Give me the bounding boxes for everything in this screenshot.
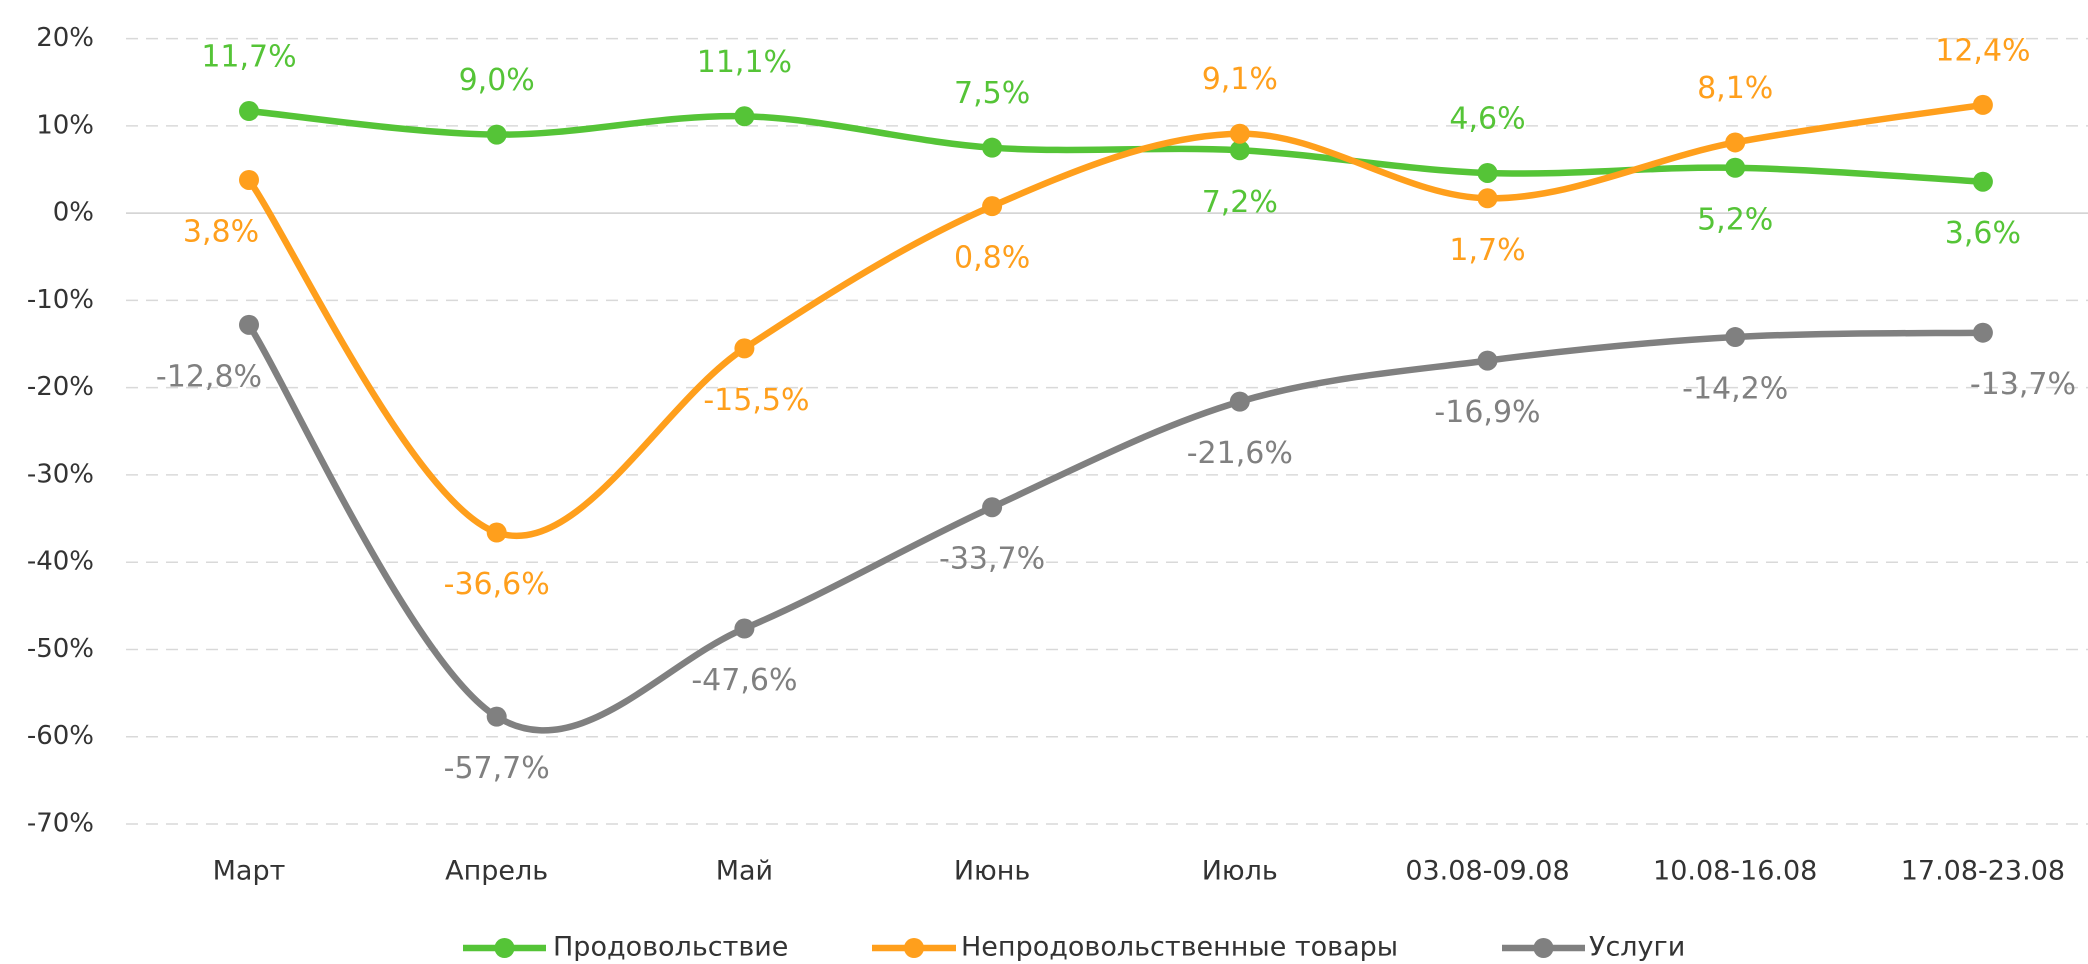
y-tick-label: -30% [27, 459, 94, 489]
data-label: 3,6% [1945, 216, 2021, 251]
x-tick-label: 17.08-23.08 [1901, 856, 2065, 887]
data-point [1229, 123, 1250, 144]
legend-label: Продовольствие [553, 932, 788, 963]
y-tick-label: -20% [27, 372, 94, 402]
data-label: 11,1% [697, 45, 792, 80]
data-point [239, 169, 259, 190]
data-point [1725, 157, 1746, 178]
y-tick-label: 0% [53, 198, 94, 228]
data-point [1477, 188, 1498, 209]
data-point [982, 137, 1003, 158]
data-point [734, 338, 755, 359]
y-tick-label: 10% [36, 110, 94, 140]
data-point [734, 106, 755, 127]
data-point [1229, 391, 1250, 412]
legend-marker [494, 938, 515, 958]
data-label: -21,6% [1187, 436, 1293, 471]
data-point [486, 124, 507, 145]
data-label: 7,2% [1202, 185, 1278, 220]
x-tick-label: Май [716, 856, 773, 887]
data-point [1477, 162, 1498, 183]
legend-marker [904, 938, 924, 958]
data-label: -33,7% [939, 542, 1045, 577]
x-tick-label: Март [213, 856, 286, 887]
x-tick-label: 03.08-09.08 [1405, 856, 1569, 887]
data-label: 7,5% [954, 76, 1030, 111]
data-label: 11,7% [201, 40, 296, 75]
legend-marker [1533, 938, 1554, 958]
data-label: 12,4% [1935, 33, 2030, 68]
data-label: 1,7% [1449, 233, 1525, 268]
y-tick-label: -60% [27, 721, 94, 751]
y-tick-label: 20% [36, 23, 94, 53]
y-tick-label: -40% [27, 547, 94, 577]
data-point [1725, 132, 1746, 153]
data-point [1972, 94, 1993, 115]
data-point [486, 522, 507, 543]
data-label: 9,1% [1202, 62, 1278, 97]
x-tick-label: 10.08-16.08 [1653, 856, 1817, 887]
data-label: -16,9% [1434, 395, 1540, 430]
data-label: -14,2% [1682, 372, 1788, 407]
y-tick-label: -10% [27, 285, 94, 315]
data-point [486, 706, 507, 727]
y-tick-label: -50% [27, 634, 94, 664]
data-point [239, 101, 259, 122]
data-point [734, 618, 755, 639]
data-label: 9,0% [459, 63, 535, 98]
data-label: 0,8% [954, 241, 1030, 276]
legend-label: Услуги [1589, 932, 1685, 963]
data-label: -36,6% [444, 567, 550, 602]
data-label: 5,2% [1697, 202, 1773, 237]
data-point [982, 196, 1003, 217]
data-point [1972, 171, 1993, 192]
legend-label: Непродовольственные товары [961, 932, 1398, 963]
y-tick-label: -70% [27, 809, 94, 839]
data-label: 4,6% [1449, 101, 1525, 136]
series-line [245, 107, 1987, 185]
data-point [239, 314, 259, 335]
data-label: -15,5% [703, 383, 809, 418]
data-point [1229, 140, 1250, 161]
data-point [982, 497, 1003, 518]
x-tick-label: Апрель [445, 856, 548, 887]
data-label: 3,8% [183, 214, 259, 249]
data-label: -47,6% [691, 663, 797, 698]
data-label: -57,7% [444, 751, 550, 786]
data-point [1725, 327, 1746, 348]
data-label: 8,1% [1697, 71, 1773, 106]
data-point [1477, 350, 1498, 371]
x-tick-label: Июнь [954, 856, 1031, 887]
data-point [1972, 322, 1993, 343]
data-label: -12,8% [156, 359, 262, 394]
data-label: -13,7% [1970, 367, 2076, 402]
x-tick-label: Июль [1202, 856, 1278, 887]
